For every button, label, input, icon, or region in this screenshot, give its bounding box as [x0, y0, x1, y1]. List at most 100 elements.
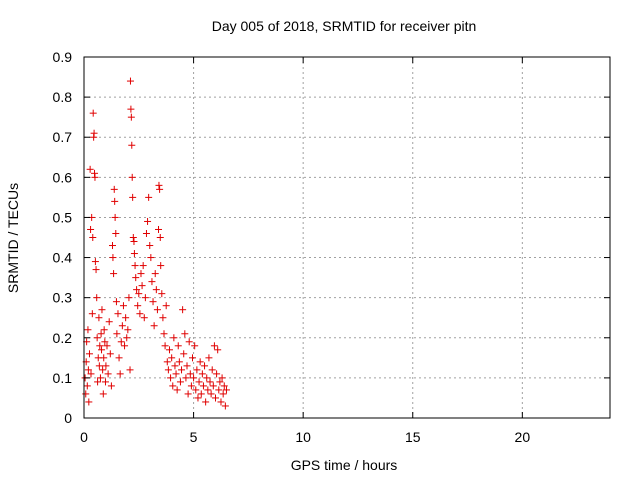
data-point [193, 366, 201, 374]
data-point [86, 165, 94, 173]
data-point [134, 302, 142, 310]
data-point [216, 378, 224, 386]
y-tick-label: 0.8 [53, 89, 73, 105]
data-point [87, 225, 95, 233]
data-point [106, 350, 114, 358]
data-point [179, 306, 187, 314]
data-point [129, 234, 137, 241]
data-point [198, 370, 206, 378]
data-point [111, 213, 119, 221]
data-point [104, 370, 112, 378]
data-point [112, 298, 120, 306]
data-point [84, 366, 92, 374]
data-point [215, 386, 223, 394]
data-point [112, 229, 120, 237]
data-point [205, 354, 213, 362]
x-tick-label: 0 [80, 429, 88, 445]
data-point [115, 354, 123, 362]
data-point [157, 262, 165, 270]
x-tick-label: 10 [295, 429, 311, 445]
data-point [108, 242, 116, 250]
data-point [185, 338, 193, 346]
data-point [126, 366, 134, 374]
data-point [202, 398, 210, 406]
data-points [81, 77, 230, 410]
data-point [103, 342, 111, 350]
data-point [96, 342, 104, 350]
data-point [119, 302, 127, 310]
data-point [187, 382, 195, 390]
data-point [126, 77, 134, 85]
data-point [88, 310, 96, 318]
data-point [123, 334, 131, 342]
data-point [98, 306, 106, 314]
data-point [165, 346, 173, 354]
data-point [222, 386, 230, 394]
data-point [90, 129, 98, 137]
data-point [82, 390, 90, 398]
data-point [168, 354, 176, 362]
data-point [191, 342, 199, 350]
data-point [213, 370, 221, 378]
chart-title: Day 005 of 2018, SRMTID for receiver pit… [212, 18, 477, 34]
data-point [94, 378, 102, 386]
data-point [130, 250, 138, 258]
data-point [169, 382, 177, 390]
x-tick-label: 5 [190, 429, 198, 445]
data-point [102, 362, 110, 370]
data-point [204, 386, 212, 394]
data-point [83, 382, 91, 390]
data-point [155, 225, 163, 233]
data-point [194, 394, 202, 402]
data-point [158, 290, 166, 298]
data-point [151, 270, 159, 278]
data-point [156, 234, 164, 241]
data-point [141, 294, 149, 302]
data-point [210, 342, 218, 350]
data-point [93, 334, 101, 342]
data-point [93, 294, 101, 302]
data-point [95, 314, 103, 322]
data-point [113, 330, 121, 338]
data-point [128, 173, 136, 181]
data-point [201, 362, 209, 370]
data-point [95, 362, 103, 370]
data-point [149, 298, 157, 306]
plot-frame [83, 56, 611, 419]
data-point [101, 378, 109, 386]
data-point [92, 266, 100, 274]
data-point [91, 173, 99, 181]
data-point [220, 382, 228, 390]
data-point [89, 234, 97, 241]
data-point [135, 290, 143, 298]
data-point [99, 366, 107, 374]
y-tick-label: 0.6 [53, 169, 73, 185]
data-point [107, 382, 115, 390]
data-point [195, 378, 203, 386]
data-point [130, 238, 138, 246]
data-point [137, 270, 145, 278]
data-point [105, 318, 113, 326]
data-point [87, 370, 95, 378]
data-point [167, 374, 175, 382]
x-axis-label: GPS time / hours [291, 457, 398, 473]
data-point [173, 386, 181, 394]
x-tick-label: 20 [515, 429, 531, 445]
y-tick-label: 0.5 [53, 209, 73, 225]
data-point [209, 382, 217, 390]
y-tick-label: 0.4 [53, 250, 73, 266]
data-point [136, 310, 144, 318]
data-point [132, 274, 140, 282]
data-point [221, 402, 229, 410]
data-point [174, 342, 182, 350]
data-point [127, 105, 135, 113]
data-point [162, 302, 170, 310]
data-point [118, 322, 126, 330]
data-point [203, 374, 211, 382]
data-point [197, 390, 205, 398]
data-point [99, 390, 107, 398]
data-point [181, 330, 189, 338]
data-point [208, 366, 216, 374]
data-point [160, 330, 168, 338]
